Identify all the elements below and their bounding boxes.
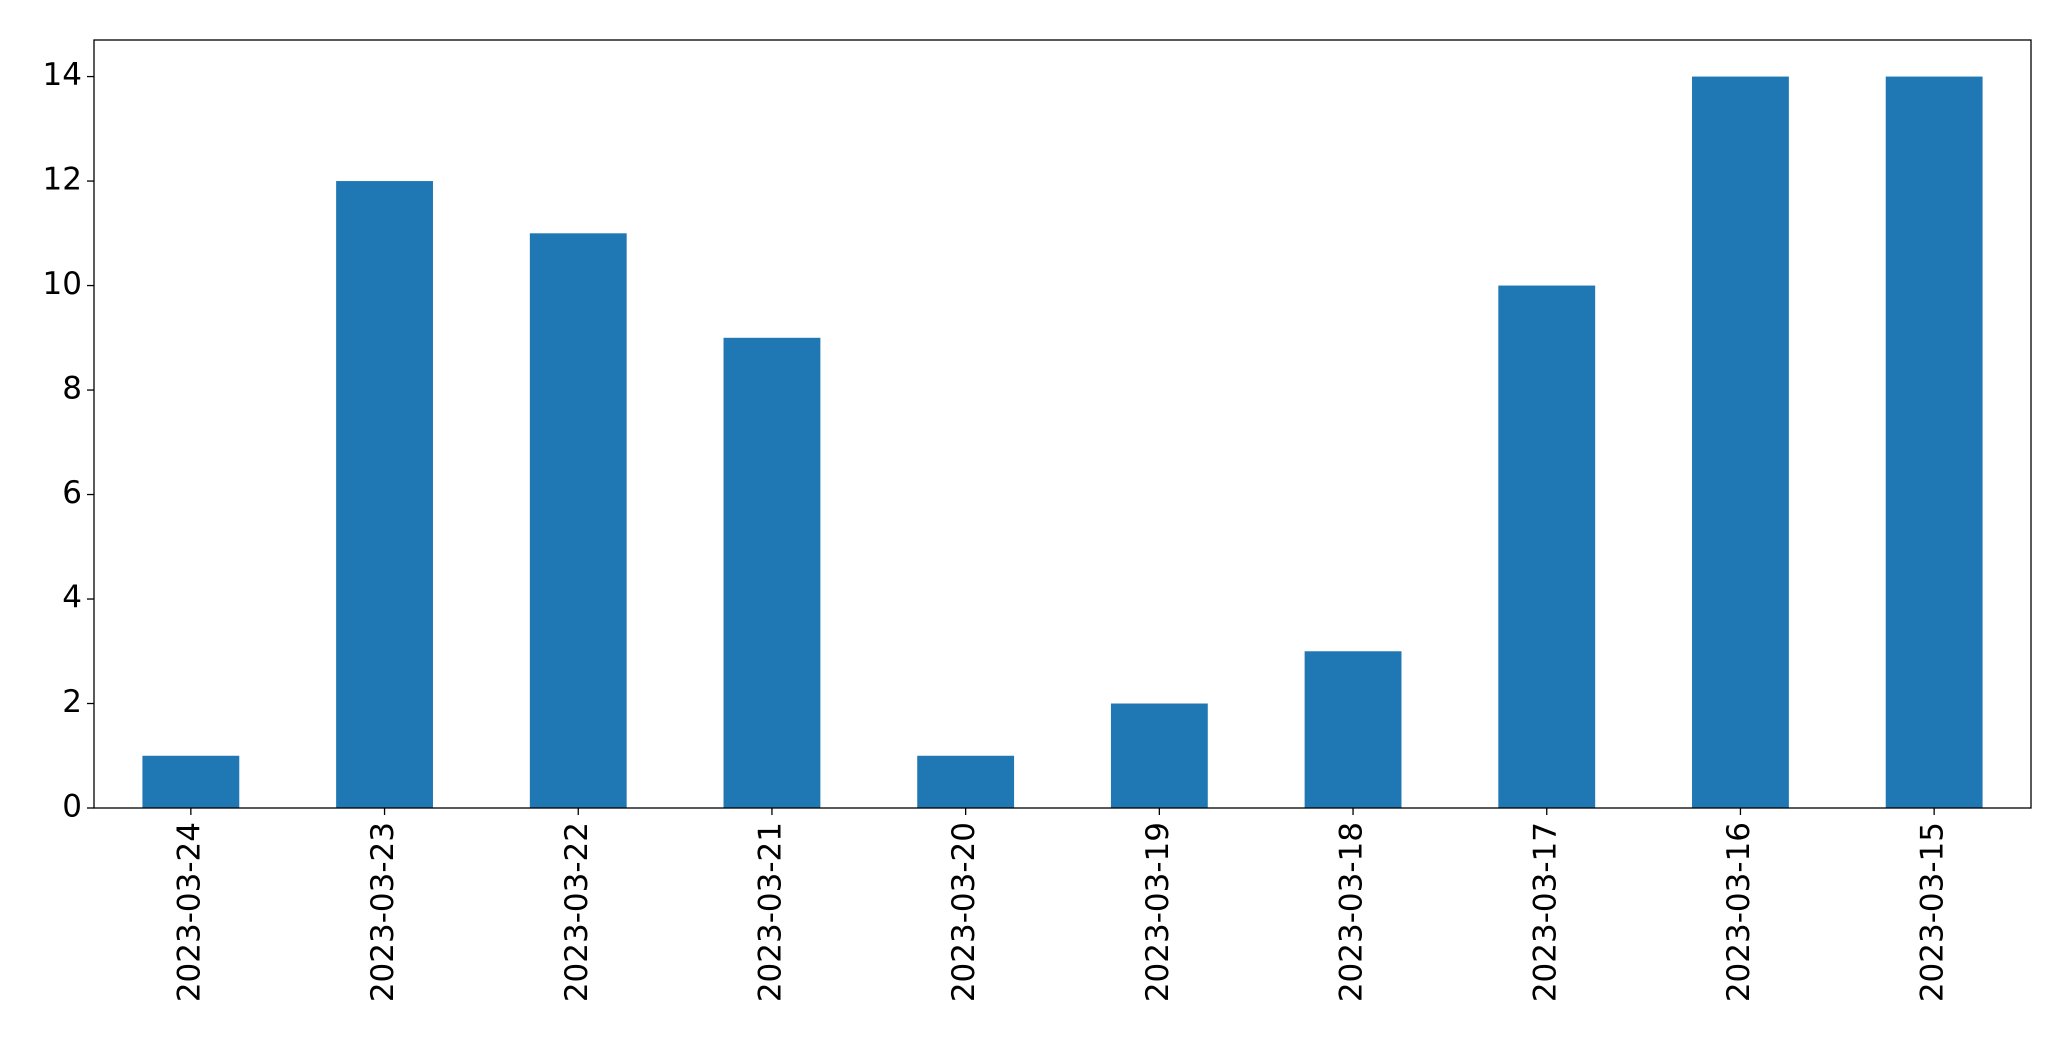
bar: [1304, 651, 1402, 808]
bar: [723, 337, 821, 808]
x-tick-label: 2023-03-15: [1915, 822, 1951, 1002]
x-tick-label: 2023-03-16: [1721, 822, 1757, 1002]
bar: [917, 755, 1015, 808]
y-tick-label: 0: [62, 789, 82, 825]
x-tick-label: 2023-03-17: [1527, 822, 1563, 1002]
y-tick-label: 12: [43, 162, 82, 198]
y-tick-label: 4: [62, 580, 82, 616]
x-tick-label: 2023-03-23: [365, 822, 401, 1002]
y-tick-label: 2: [62, 684, 82, 720]
bar: [529, 233, 627, 808]
bar: [142, 755, 240, 808]
bar: [1885, 76, 1983, 809]
x-tick-label: 2023-03-18: [1334, 822, 1370, 1002]
bar: [1498, 285, 1596, 808]
x-tick-label: 2023-03-19: [1140, 822, 1176, 1002]
y-tick-label: 14: [43, 57, 82, 93]
bar: [1692, 76, 1789, 809]
x-tick-label: 2023-03-24: [171, 822, 207, 1002]
bar: [336, 181, 433, 808]
axes-frame: [93, 39, 2032, 809]
x-tick-label: 2023-03-20: [946, 822, 982, 1002]
y-tick-label: 8: [62, 371, 82, 407]
bar: [1110, 703, 1208, 808]
y-tick-label: 10: [43, 266, 82, 302]
x-tick-label: 2023-03-22: [559, 822, 595, 1002]
x-tick-label: 2023-03-21: [752, 822, 788, 1002]
y-tick-label: 6: [62, 475, 82, 511]
